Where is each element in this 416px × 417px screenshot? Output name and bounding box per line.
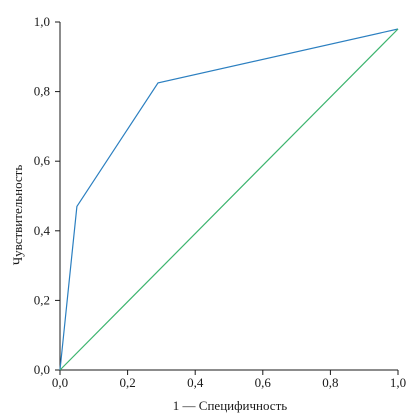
- series-group: [59, 28, 399, 371]
- x-axis-title: 1 — Специфичность: [173, 398, 287, 413]
- axes: [55, 21, 399, 375]
- x-tick-label: 0,2: [119, 375, 135, 390]
- reference-line: [59, 28, 399, 371]
- tick-labels: 0,0 0,2 0,4 0,6 0,8 1,0 0,0 0,2 0,4 0,6 0,8 1,0: [34, 14, 406, 390]
- x-tick-label: 0,4: [187, 375, 204, 390]
- y-tick-label: 0,4: [34, 223, 51, 238]
- y-tick-label: 0,6: [34, 153, 51, 168]
- y-tick-label: 0,0: [34, 362, 50, 377]
- roc-curve: [59, 28, 399, 371]
- x-tick-label: 0,0: [52, 375, 68, 390]
- y-tick-label: 0,8: [34, 84, 50, 99]
- y-axis-title: Чувствительность: [10, 165, 25, 266]
- x-tick-label: 1,0: [390, 375, 406, 390]
- x-tick-label: 0,8: [322, 375, 338, 390]
- x-tick-label: 0,6: [255, 375, 272, 390]
- y-tick-label: 0,2: [34, 292, 50, 307]
- y-tick-label: 1,0: [34, 14, 50, 29]
